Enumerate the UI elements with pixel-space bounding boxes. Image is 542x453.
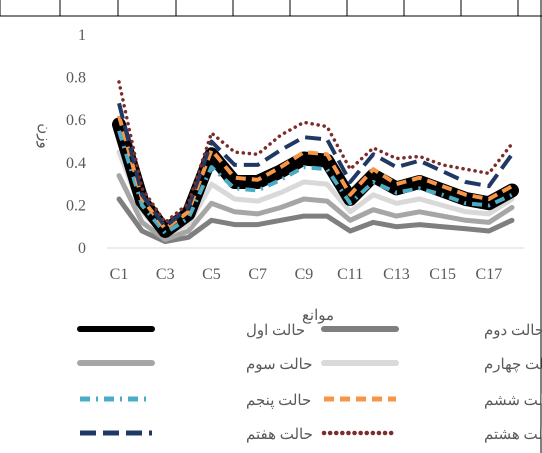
y-tick-label: 0	[78, 240, 86, 257]
y-tick-label: 0.2	[66, 197, 86, 214]
series-line-7	[117, 102, 514, 229]
x-axis-ticks: C1 C3 C5 C7 C9 C11 C13 C15 C17	[110, 266, 503, 283]
legend-label: حالت هشتم	[484, 427, 542, 443]
series-line-4	[116, 149, 515, 238]
y-tick-label: 0.6	[66, 112, 86, 129]
legend-label: حالت هفتم	[246, 427, 313, 443]
series-line-5	[117, 130, 513, 236]
x-axis-title: موانع	[302, 308, 334, 324]
legend-label: حالت دوم	[484, 323, 542, 339]
y-tick-label: 0.8	[66, 70, 86, 87]
legend: حالت اول حالت دوم حالت سوم حالت چهارم حالت پ…	[77, 323, 542, 443]
x-tick-label: C17	[476, 266, 503, 283]
legend-label: حالت پنجم	[246, 393, 311, 409]
legend-label: حالت چهارم	[484, 357, 542, 373]
legend-label: حالت سوم	[246, 357, 313, 373]
x-tick-label: C13	[383, 266, 410, 283]
series-line-2	[116, 196, 515, 245]
x-tick-label: C15	[429, 266, 456, 283]
x-tick-label: C7	[248, 266, 267, 283]
legend-label: حالت اول	[246, 323, 305, 339]
series-line-3	[116, 173, 515, 242]
y-axis-ticks: 0 0.2 0.4 0.6 0.8 1	[66, 27, 86, 257]
legend-label: حالت ششم	[484, 393, 542, 409]
series-line-6	[117, 115, 513, 231]
y-axis-title: وزن	[36, 123, 52, 149]
y-tick-label: 0.4	[66, 155, 86, 172]
series-lines	[112, 80, 519, 245]
x-tick-label: C5	[202, 266, 221, 283]
x-tick-label: C3	[156, 266, 175, 283]
x-tick-label: C9	[295, 266, 314, 283]
x-tick-label: C1	[110, 266, 129, 283]
series-line-8	[117, 80, 514, 225]
x-tick-label: C11	[337, 266, 363, 283]
y-tick-label: 1	[78, 27, 86, 44]
